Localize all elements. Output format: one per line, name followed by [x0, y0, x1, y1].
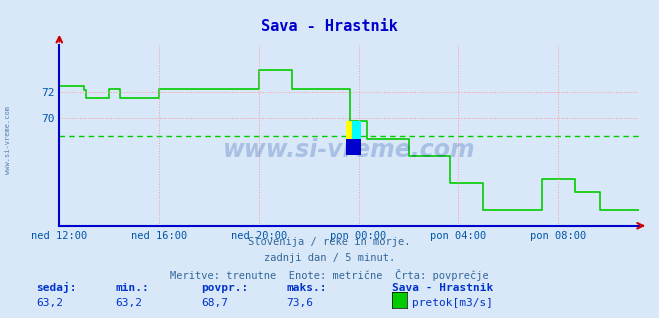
Text: 63,2: 63,2 [36, 298, 63, 308]
Text: www.si-vreme.com: www.si-vreme.com [5, 106, 11, 174]
Text: 63,2: 63,2 [115, 298, 142, 308]
Text: 68,7: 68,7 [201, 298, 228, 308]
Text: 73,6: 73,6 [287, 298, 314, 308]
Text: Sava - Hrastnik: Sava - Hrastnik [261, 19, 398, 34]
Text: zadnji dan / 5 minut.: zadnji dan / 5 minut. [264, 253, 395, 263]
Text: www.si-vreme.com: www.si-vreme.com [223, 138, 476, 162]
Text: Slovenija / reke in morje.: Slovenija / reke in morje. [248, 237, 411, 247]
Text: min.:: min.: [115, 283, 149, 293]
Text: maks.:: maks.: [287, 283, 327, 293]
Text: Meritve: trenutne  Enote: metrične  Črta: povprečje: Meritve: trenutne Enote: metrične Črta: … [170, 269, 489, 281]
Text: pretok[m3/s]: pretok[m3/s] [412, 298, 493, 308]
Text: povpr.:: povpr.: [201, 283, 248, 293]
Bar [346, 139, 360, 155]
Text: Sava - Hrastnik: Sava - Hrastnik [392, 283, 494, 293]
Bar [346, 121, 360, 139]
Text: sedaj:: sedaj: [36, 282, 76, 293]
Bar [353, 121, 360, 139]
